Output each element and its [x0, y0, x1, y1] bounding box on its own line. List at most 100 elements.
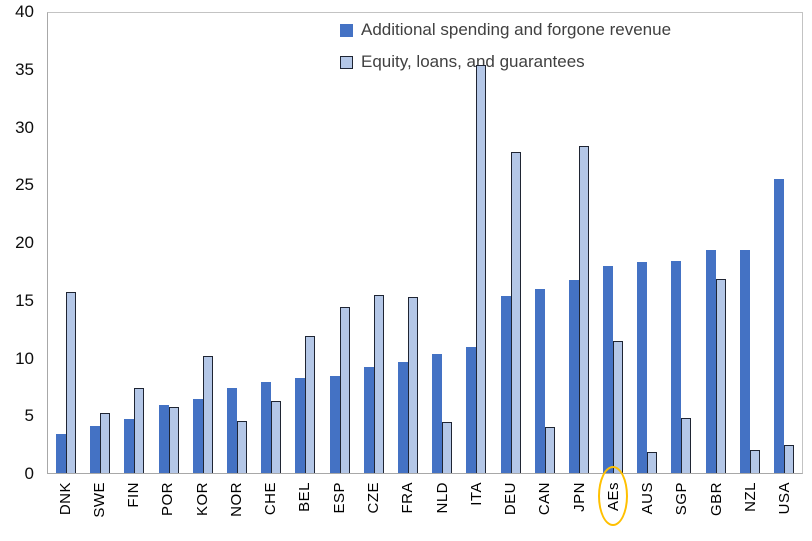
bar-group-FRA [391, 13, 425, 473]
bar-additional-spending [603, 266, 614, 473]
x-axis-label-ITA: ITA [467, 482, 485, 506]
bar-additional-spending [227, 387, 238, 473]
legend-label-additional-spending: Additional spending and forgone revenue [361, 20, 672, 39]
x-axis-label-AUS: AUS [639, 482, 657, 515]
bar-equity-loans-guarantees [305, 335, 316, 473]
bar-equity-loans-guarantees [202, 356, 213, 473]
y-axis-tick-label: 30 [15, 117, 34, 137]
bar-additional-spending [500, 296, 511, 473]
bar-additional-spending [705, 250, 716, 473]
x-axis-cell: GBR [699, 475, 733, 541]
x-axis-label-CHE: CHE [262, 482, 280, 516]
x-axis-label-JPN: JPN [570, 482, 588, 512]
x-axis-cell: CHE [254, 475, 288, 541]
bar-additional-spending [466, 347, 477, 473]
x-axis-label-SGP: SGP [673, 482, 691, 516]
bar-group-DNK [49, 13, 83, 473]
bar-group-USA [767, 13, 801, 473]
bar-additional-spending [363, 366, 374, 473]
legend-label-equity-loans-guarantees: Equity, loans, and guarantees [361, 52, 585, 71]
legend-swatch-additional-spending [340, 23, 353, 37]
bar-group-NZL [733, 13, 767, 473]
x-axis-label-GBR: GBR [707, 482, 725, 517]
bar-additional-spending [124, 418, 135, 473]
bar-group-AUS [630, 13, 664, 473]
x-axis-label-CAN: CAN [536, 482, 554, 516]
x-axis-label-DEU: DEU [502, 482, 520, 516]
y-axis: 40 35 30 25 20 15 10 5 0 [0, 0, 40, 483]
x-axis-cell: NLD [425, 475, 459, 541]
x-axis-cell: ITA [459, 475, 493, 541]
bar-equity-loans-guarantees [271, 401, 282, 473]
bar-group-DEU [493, 13, 527, 473]
y-axis-tick-label: 5 [24, 406, 34, 426]
x-axis-cell: NZL [733, 475, 767, 541]
bar-additional-spending [192, 399, 203, 473]
y-axis-tick-label: 20 [15, 233, 34, 252]
bar-group-ITA [459, 13, 493, 473]
bar-additional-spending [637, 261, 648, 473]
x-axis-label-AEs: AEs [598, 466, 629, 527]
bar-group-AEs [596, 13, 630, 473]
x-axis-cell: NOR [219, 475, 253, 541]
bar-additional-spending [158, 404, 169, 473]
x-axis-cell: POR [151, 475, 185, 541]
x-axis-cell: SGP [665, 475, 699, 541]
bar-group-KOR [186, 13, 220, 473]
x-axis-cell: KOR [185, 475, 219, 541]
bar-equity-loans-guarantees [784, 445, 795, 473]
bar-equity-loans-guarantees [373, 295, 384, 473]
bar-additional-spending [774, 178, 785, 473]
bar-equity-loans-guarantees [578, 146, 589, 473]
y-axis-tick-label: 40 [15, 2, 34, 21]
bar-group-ESP [323, 13, 357, 473]
x-axis-label-SWE: SWE [90, 482, 108, 518]
x-axis-cell: FIN [117, 475, 151, 541]
x-axis-label-NZL: NZL [741, 482, 759, 512]
bar-equity-loans-guarantees [442, 422, 453, 473]
x-axis-label-ESP: ESP [330, 482, 348, 514]
x-axis-label-NLD: NLD [433, 482, 451, 514]
x-axis-cell: CZE [356, 475, 390, 541]
x-axis-cell: AEs [596, 466, 630, 541]
x-axis-cell: FRA [391, 475, 425, 541]
bar-equity-loans-guarantees [339, 306, 350, 473]
bar-equity-loans-guarantees [510, 151, 521, 473]
bar-equity-loans-guarantees [613, 341, 624, 473]
bar-additional-spending [295, 378, 306, 473]
bar-equity-loans-guarantees [100, 412, 111, 473]
bar-additional-spending [261, 381, 272, 473]
bar-equity-loans-guarantees [476, 65, 487, 473]
legend-swatch-equity-loans-guarantees [340, 55, 353, 69]
x-axis-label-USA: USA [776, 482, 794, 515]
plot-area: Additional spending and forgone revenue … [47, 12, 803, 474]
bar-group-SWE [83, 13, 117, 473]
bar-equity-loans-guarantees [168, 407, 179, 473]
bar-additional-spending [56, 433, 67, 473]
x-axis-cell: BEL [288, 475, 322, 541]
highlight-ellipse [598, 466, 629, 527]
bar-group-BEL [288, 13, 322, 473]
y-axis-tick-label: 25 [15, 175, 34, 195]
bar-equity-loans-guarantees [681, 417, 692, 473]
bar-additional-spending [329, 376, 340, 473]
bar-equity-loans-guarantees [134, 387, 145, 473]
y-axis-tick-label: 0 [24, 464, 34, 483]
y-axis-tick-label: 35 [15, 59, 34, 79]
x-axis-label-BEL: BEL [296, 482, 314, 512]
bar-equity-loans-guarantees [715, 279, 726, 473]
bar-additional-spending [739, 250, 750, 473]
bar-group-NLD [425, 13, 459, 473]
legend: Additional spending and forgone revenue … [340, 14, 671, 78]
bar-group-NOR [220, 13, 254, 473]
x-axis-cell: AUS [631, 475, 665, 541]
x-axis-label-POR: POR [159, 482, 177, 517]
bar-group-GBR [699, 13, 733, 473]
x-axis-cell: JPN [562, 475, 596, 541]
bar-group-CZE [357, 13, 391, 473]
y-axis-tick-label: 10 [15, 348, 34, 368]
x-axis-label-KOR: KOR [193, 482, 211, 517]
x-axis: DNK SWE FIN POR KOR NOR CHE BEL ESP CZE FRA NLD ITA D… [47, 466, 803, 541]
bar-equity-loans-guarantees [66, 291, 77, 473]
